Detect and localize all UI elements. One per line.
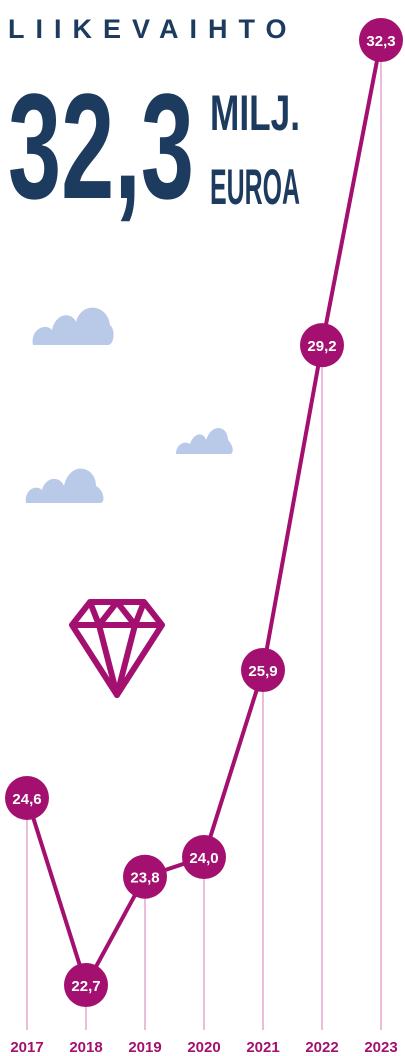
x-tick-label: 2022: [305, 1039, 338, 1056]
x-tick-label: 2021: [246, 1039, 279, 1056]
x-tick-label: 2023: [364, 1039, 397, 1056]
diamond: [72, 602, 162, 695]
value-label: 24,6: [12, 791, 41, 808]
value-label: 25,9: [248, 663, 277, 680]
decorations: [26, 308, 233, 695]
cloud: [176, 428, 233, 454]
x-tick-label: 2019: [128, 1039, 161, 1056]
chart: LIIKEVAIHTO 32,3 MILJ. EUROA 24,6 2017 22,…: [0, 0, 405, 1056]
title: LIIKEVAIHTO: [8, 14, 298, 44]
x-tick-label: 2018: [69, 1039, 102, 1056]
value-label: 24,0: [189, 850, 218, 867]
page: LIIKEVAIHTO 32,3 MILJ. EUROA 24,6 2017 22,…: [0, 0, 405, 1056]
cloud: [33, 308, 114, 345]
value-label: 23,8: [130, 870, 159, 887]
unit-line: MILJ.: [210, 85, 300, 141]
cloud: [26, 469, 104, 503]
x-tick-label: 2020: [187, 1039, 220, 1056]
value-label: 22,7: [71, 978, 100, 995]
value-label: 29,2: [307, 338, 336, 355]
unit-line: EUROA: [210, 159, 300, 215]
headline: 32,3: [8, 62, 194, 230]
x-tick-label: 2017: [10, 1039, 43, 1056]
value-label: 32,3: [366, 33, 395, 50]
